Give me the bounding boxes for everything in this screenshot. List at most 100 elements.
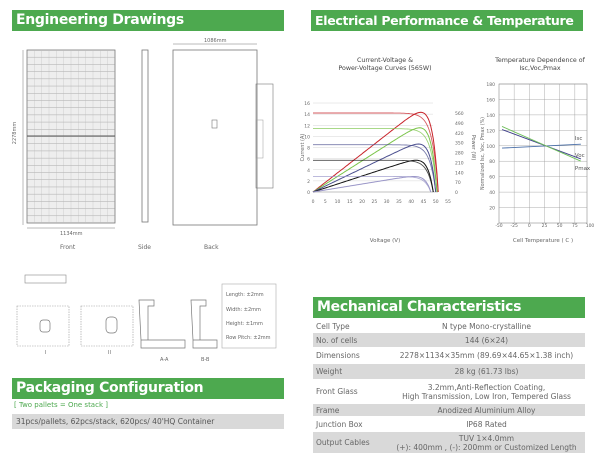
x-tick-label: 75	[572, 223, 578, 229]
x-tick-label: 30	[384, 199, 390, 205]
tolerance-row-pitch: Row Pitch: ±2mm	[226, 335, 271, 341]
x-tick-label: 35	[396, 199, 402, 205]
side-view-label: Side	[138, 244, 151, 251]
x-tick-label: 25	[371, 199, 377, 205]
x-tick-label: 20	[359, 199, 365, 205]
row-value-line: 28 kg (61.73 lbs)	[454, 367, 519, 376]
back-view-drawing	[22, 43, 274, 229]
iv-curve	[313, 112, 439, 193]
iv-curve	[313, 159, 434, 193]
iv-curve	[313, 144, 437, 193]
y2-tick-label: 70	[455, 180, 461, 186]
row-value-line: 2278×1134×35mm (89.69×44.65×1.38 inch)	[399, 351, 574, 360]
y2-tick-label: 0	[455, 190, 458, 196]
packaging-note: [ Two pallets = One stack ]	[14, 401, 108, 409]
y2-tick-label: 280	[455, 151, 464, 157]
packaging-header: Packaging Configuration	[12, 378, 284, 399]
plot-frame	[498, 83, 588, 224]
x-axis-label: Cell Temperature ( C )	[513, 238, 573, 244]
iv-chart-title-line2: Power-Voltage Curves (565W)	[338, 65, 431, 72]
row-value-line-2: High Transmission, Low Iron, Tempered Gl…	[402, 391, 571, 401]
tolerance-height: Height: ±1mm	[226, 321, 263, 327]
pv-curve	[312, 143, 437, 193]
engineering-drawings	[22, 43, 274, 229]
detail-label-ii: II	[108, 350, 111, 356]
y2-axis-label: Power (W)	[470, 135, 476, 161]
section-label-bb: B-B	[201, 357, 210, 363]
x-tick-label: -25	[510, 223, 517, 229]
row-key: No. of cells	[316, 335, 358, 345]
y2-tick-label: 210	[455, 160, 464, 166]
temp-chart-title-line2: Isc,Voc,Pmax	[519, 65, 561, 72]
y-tick-label: 6	[307, 157, 310, 163]
frame-detail-drawings	[16, 274, 277, 349]
y-tick-label: 2	[307, 179, 310, 185]
row-key: Frame	[316, 405, 340, 415]
x-axis-label: Voltage (V)	[370, 238, 400, 244]
tolerance-width: Width: ±2mm	[226, 307, 261, 313]
x-tick-label: 45	[421, 199, 427, 205]
y-tick-label: 160	[486, 97, 495, 103]
series-label-pmax: Pmax	[575, 166, 591, 172]
y2-tick-label: 420	[455, 131, 464, 137]
back-width-dimension: 1086mm	[204, 38, 227, 44]
y2-tick-label: 490	[455, 121, 464, 127]
y-axis-label: Normalized Isc, Voc, Pmax (%)	[480, 117, 486, 190]
series-line-pmax	[501, 126, 582, 162]
x-tick-label: 50	[557, 223, 563, 229]
row-value: 3.2mm,Anti-Reflection Coating, High Trans…	[388, 383, 585, 401]
front-width-dimension: 1134mm	[60, 231, 83, 237]
electrical-header: Electrical Performance & Temperature Dep…	[311, 10, 583, 49]
x-tick-label: 25	[542, 223, 548, 229]
detail-label-i: I	[45, 350, 47, 356]
row-value: Anodized Aluminium Alloy	[388, 406, 585, 415]
row-value-line: 144 (6×24)	[464, 335, 509, 345]
row-value-line: IP68 Rated	[466, 419, 507, 429]
height-dimension: 2278mm	[12, 121, 19, 145]
section-label-aa: A-A	[160, 357, 169, 363]
x-tick-label: 0	[312, 199, 315, 205]
y-tick-label: 4	[307, 168, 310, 174]
packaging-detail: 31pcs/pallets, 62pcs/stack, 620pcs/ 40'H…	[12, 414, 284, 429]
row-value: TUV 1×4.0mm (+): 400mm , (-): 200mm or Cu…	[388, 434, 585, 452]
row-value: IP68 Rated	[388, 420, 585, 429]
y-tick-label: 0	[307, 190, 310, 196]
row-value: N type Mono-crystalline	[388, 322, 585, 331]
row-key: Output Cables	[316, 438, 370, 447]
series-line-isc	[502, 143, 581, 149]
y-tick-label: 60	[489, 175, 495, 181]
x-tick-label: 15	[347, 199, 353, 205]
y-tick-label: 14	[304, 112, 310, 118]
row-value-line: TUV 1×4.0mm	[458, 433, 515, 443]
mechanical-header: Mechanical Characteristics	[313, 297, 585, 318]
y2-tick-label: 350	[455, 141, 464, 147]
y-tick-label: 8	[307, 146, 310, 152]
iv-curve	[313, 128, 438, 193]
x-tick-label: 10	[335, 199, 341, 205]
mechanical-row: Dimensions 2278×1134×35mm (89.69×44.65×1.…	[313, 348, 585, 363]
y-tick-label: 80	[489, 159, 495, 165]
x-tick-label: 0	[528, 223, 531, 229]
mechanical-row: Weight 28 kg (61.73 lbs)	[313, 364, 585, 379]
y-tick-label: 40	[489, 190, 495, 196]
x-tick-label: 100	[586, 223, 595, 229]
row-value: 28 kg (61.73 lbs)	[388, 367, 585, 376]
mechanical-row: Frame Anodized Aluminium Alloy	[313, 404, 585, 416]
front-view-drawing	[26, 49, 116, 224]
mechanical-row: Cell Type N type Mono-crystalline	[313, 320, 585, 332]
row-key: Cell Type	[316, 321, 350, 331]
row-value-line: N type Mono-crystalline	[441, 321, 532, 331]
back-view-label: Back	[204, 244, 219, 251]
series-label-voc: Voc	[575, 153, 585, 159]
temp-chart-title: Temperature Dependence of	[494, 57, 586, 64]
engineering-drawings-header: Engineering Drawings	[12, 10, 284, 31]
row-value-line: 3.2mm,Anti-Reflection Coating,	[427, 382, 546, 392]
pv-curve	[312, 176, 432, 193]
row-key: Junction Box	[316, 419, 363, 429]
front-view-label: Front	[60, 244, 76, 251]
y-tick-label: 140	[486, 113, 495, 119]
x-tick-label: -50	[495, 223, 502, 229]
pv-curve	[312, 127, 438, 193]
x-tick-label: 55	[445, 199, 451, 205]
row-key: Front Glass	[316, 387, 358, 396]
